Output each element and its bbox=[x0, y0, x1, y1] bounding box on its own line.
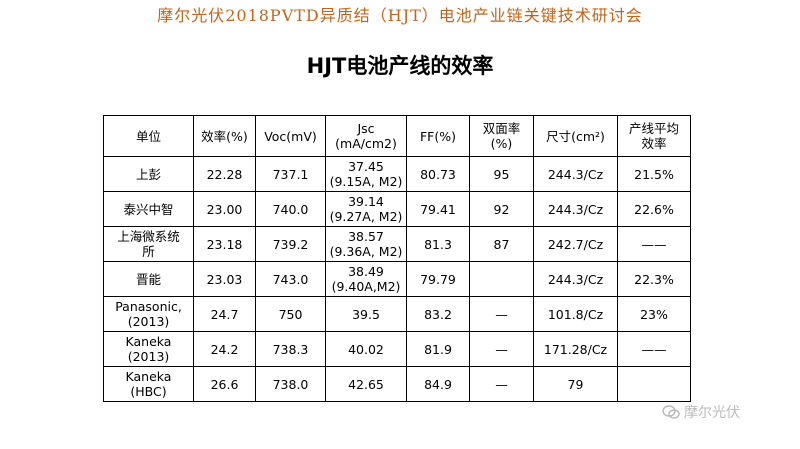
table-cell: 42.65 bbox=[325, 366, 407, 402]
table-cell: 22.3% bbox=[617, 261, 691, 297]
table-cell: 上彭 bbox=[103, 156, 194, 192]
watermark-text: 摩尔光伏 bbox=[684, 405, 740, 421]
table-row: 泰兴中智 23.00 740.0 39.14 (9.27A, M2) 79.41 92 24… bbox=[103, 191, 691, 227]
table-cell: 738.0 bbox=[255, 366, 326, 402]
table-cell: 743.0 bbox=[255, 261, 326, 297]
table-cell: 80.73 bbox=[406, 156, 470, 192]
table-cell: 24.7 bbox=[193, 296, 256, 332]
table-cell: 244.3/Cz bbox=[533, 191, 618, 227]
table-cell: 79 bbox=[533, 366, 618, 402]
table-cell: 95 bbox=[469, 156, 534, 192]
header-cell: 产线平均 效率 bbox=[617, 115, 691, 157]
table-cell: 23% bbox=[617, 296, 691, 332]
table-cell: 24.2 bbox=[193, 331, 256, 367]
table-cell: 83.2 bbox=[406, 296, 470, 332]
header-row: 单位 效率(%) Voc(mV) Jsc (mA/cm2) FF(%) 双面率 (%) 尺寸… bbox=[103, 115, 691, 157]
table-cell: Kaneka (HBC) bbox=[103, 366, 194, 402]
table-cell bbox=[617, 366, 691, 402]
header-cell: 双面率 (%) bbox=[469, 115, 534, 157]
table-cell: 泰兴中智 bbox=[103, 191, 194, 227]
table-cell: — bbox=[469, 366, 534, 402]
table-cell: 晋能 bbox=[103, 261, 194, 297]
table-cell: —— bbox=[617, 226, 691, 262]
table-cell: 171.28/Cz bbox=[533, 331, 618, 367]
table-cell: 81.3 bbox=[406, 226, 470, 262]
table-cell: 37.45 (9.15A, M2) bbox=[325, 156, 407, 192]
table-cell: 739.2 bbox=[255, 226, 326, 262]
table-cell: 737.1 bbox=[255, 156, 326, 192]
table-row: Panasonic, (2013) 24.7 750 39.5 83.2—101.8/C… bbox=[103, 296, 691, 332]
table-row: Kaneka (HBC) 26.6 738.0 42.65 84.9—79 bbox=[103, 366, 691, 402]
header-cell: 单位 bbox=[103, 115, 194, 157]
header-cell: Voc(mV) bbox=[255, 115, 326, 157]
conference-banner: 摩尔光伏2018PVTD异质结（HJT）电池产业链关键技术研讨会 bbox=[157, 6, 643, 25]
table-cell: 39.5 bbox=[325, 296, 407, 332]
table-row: 上彭 22.28 737.1 37.45 (9.15A, M2) 80.73 95 244.… bbox=[103, 156, 691, 192]
table-cell: 740.0 bbox=[255, 191, 326, 227]
table-row: Kaneka (2013) 24.2 738.3 40.02 81.9—171.28/C… bbox=[103, 331, 691, 367]
wechat-icon bbox=[662, 405, 680, 419]
table-cell: 40.02 bbox=[325, 331, 407, 367]
table-cell: 23.00 bbox=[193, 191, 256, 227]
table-cell: 244.3/Cz bbox=[533, 261, 618, 297]
table-cell: 244.3/Cz bbox=[533, 156, 618, 192]
table-cell: 738.3 bbox=[255, 331, 326, 367]
table-cell: 79.79 bbox=[406, 261, 470, 297]
header-cell: 尺寸(cm²) bbox=[533, 115, 618, 157]
table-cell: 242.7/Cz bbox=[533, 226, 618, 262]
table-cell: 84.9 bbox=[406, 366, 470, 402]
table-cell: 21.5% bbox=[617, 156, 691, 192]
table-cell: 39.14 (9.27A, M2) bbox=[325, 191, 407, 227]
table-cell: 87 bbox=[469, 226, 534, 262]
table-cell: —— bbox=[617, 331, 691, 367]
table-row: 上海微系统 所 23.18 739.2 38.57 (9.36A, M2) 81.3 87… bbox=[103, 226, 691, 262]
table-cell: — bbox=[469, 331, 534, 367]
efficiency-table: 单位 效率(%) Voc(mV) Jsc (mA/cm2) FF(%) 双面率 (%) 尺寸… bbox=[103, 115, 691, 402]
header-cell: 效率(%) bbox=[193, 115, 256, 157]
table-cell: — bbox=[469, 296, 534, 332]
table-cell: 101.8/Cz bbox=[533, 296, 618, 332]
table-cell: Kaneka (2013) bbox=[103, 331, 194, 367]
slide-title: HJT电池产线的效率 bbox=[306, 54, 494, 78]
table-cell: 38.57 (9.36A, M2) bbox=[325, 226, 407, 262]
table-cell: 79.41 bbox=[406, 191, 470, 227]
table-cell: 22.6% bbox=[617, 191, 691, 227]
table-cell: 38.49 (9.40A,M2) bbox=[325, 261, 407, 297]
table-cell: 22.28 bbox=[193, 156, 256, 192]
table-cell: 上海微系统 所 bbox=[103, 226, 194, 262]
table-row: 晋能 23.03 743.0 38.49 (9.40A,M2) 79.79 244.3/C… bbox=[103, 261, 691, 297]
table-cell: Panasonic, (2013) bbox=[103, 296, 194, 332]
header-cell: Jsc (mA/cm2) bbox=[325, 115, 407, 157]
table-cell: 26.6 bbox=[193, 366, 256, 402]
table-cell bbox=[469, 261, 534, 297]
header-cell: FF(%) bbox=[406, 115, 470, 157]
watermark: 摩尔光伏 bbox=[662, 402, 740, 422]
table-cell: 92 bbox=[469, 191, 534, 227]
table-cell: 23.03 bbox=[193, 261, 256, 297]
table-cell: 750 bbox=[255, 296, 326, 332]
table-cell: 23.18 bbox=[193, 226, 256, 262]
table-cell: 81.9 bbox=[406, 331, 470, 367]
